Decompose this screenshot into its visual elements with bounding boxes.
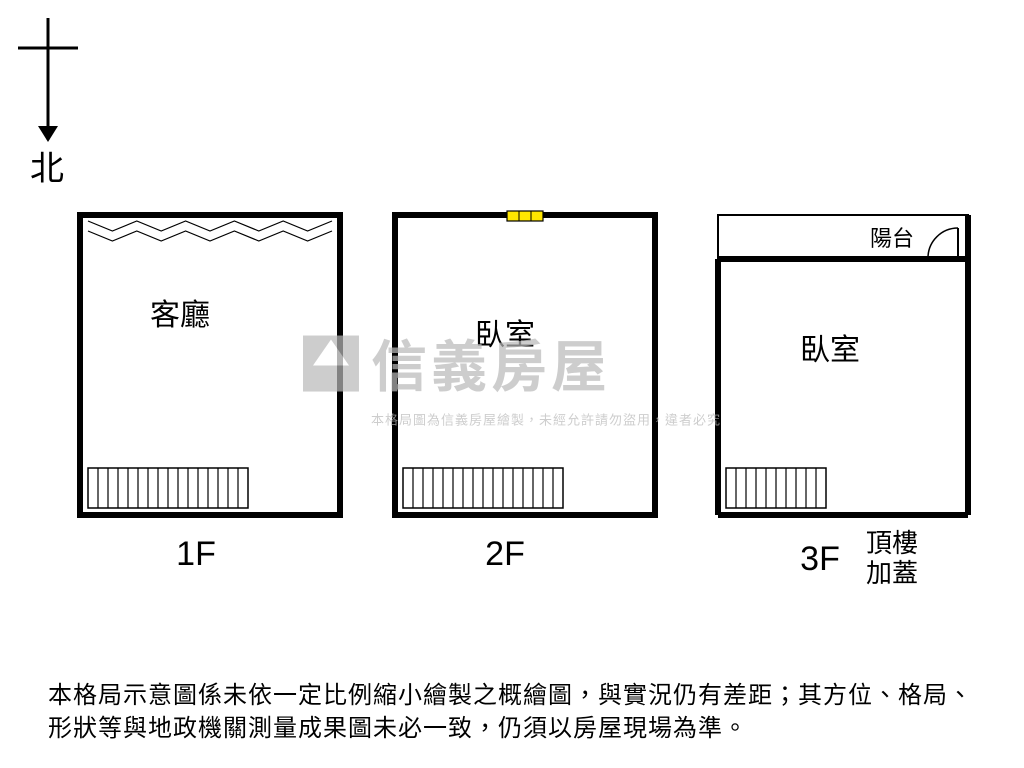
- svg-text:北: 北: [30, 150, 64, 188]
- svg-text:臥室: 臥室: [800, 334, 860, 367]
- disclaimer-text: 本格局示意圖係未依一定比例縮小繪製之概繪圖，與實況仍有差距；其方位、格局、形狀等…: [48, 677, 976, 742]
- svg-text:陽台: 陽台: [870, 226, 914, 251]
- svg-text:2F: 2F: [485, 535, 525, 573]
- svg-text:臥室: 臥室: [475, 319, 535, 352]
- floor-plan-canvas: 北客廳 1F 臥室 2F 陽台臥室 3F 頂樓加蓋: [0, 0, 1024, 768]
- svg-text:客廳: 客廳: [150, 299, 210, 332]
- svg-text:1F: 1F: [176, 535, 216, 573]
- svg-text:頂樓: 頂樓: [866, 528, 918, 558]
- svg-text:3F: 3F: [800, 540, 840, 578]
- svg-text:加蓋: 加蓋: [866, 558, 918, 588]
